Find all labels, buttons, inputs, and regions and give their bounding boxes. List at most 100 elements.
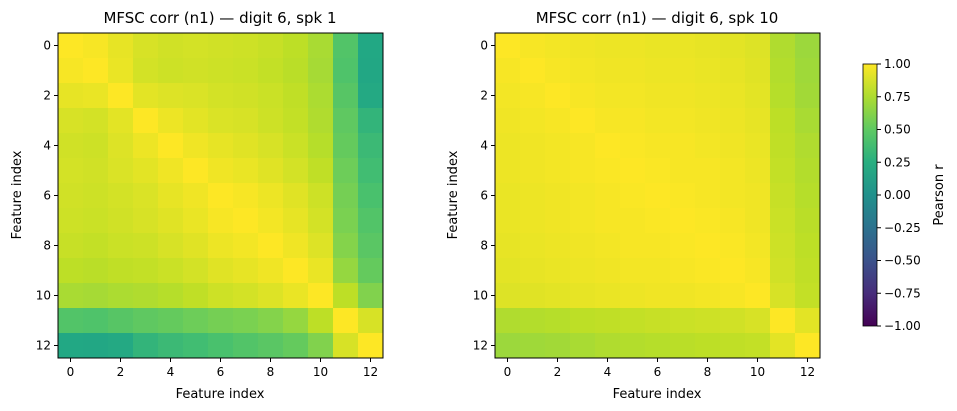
heatmap-cell: [545, 233, 571, 259]
heatmap-cell: [745, 258, 771, 284]
heatmap-cell: [158, 258, 184, 284]
heatmap-cell: [520, 208, 546, 234]
heatmap-cell: [208, 108, 234, 134]
heatmap-cell: [645, 33, 671, 59]
heatmap-cell: [645, 233, 671, 259]
heatmap-cell: [570, 283, 596, 309]
heatmap-cell: [83, 333, 109, 359]
heatmap-cell: [770, 233, 796, 259]
heatmap-cell: [233, 83, 259, 109]
heatmap-cell: [545, 333, 571, 359]
heatmap-cell: [695, 308, 721, 334]
heatmap-cell: [83, 158, 109, 184]
y-tick-label: 2: [480, 89, 488, 103]
heatmap-cell: [520, 333, 546, 359]
heatmap-cell: [183, 283, 209, 309]
heatmap-cell: [333, 208, 359, 234]
heatmap-cell: [645, 283, 671, 309]
heatmap-cell: [258, 83, 284, 109]
heatmap-cell: [283, 258, 309, 284]
y-tick-label: 4: [480, 139, 488, 153]
heatmap-cell: [108, 233, 134, 259]
heatmap-cell: [133, 133, 159, 159]
heatmap-cell: [795, 208, 821, 234]
chart-title-right: MFSC corr (n1) — digit 6, spk 10: [536, 9, 779, 27]
heatmap-cell: [258, 158, 284, 184]
heatmap-cell: [520, 183, 546, 209]
heatmap-cell: [495, 333, 521, 359]
heatmap-cell: [108, 133, 134, 159]
heatmap-cell: [545, 208, 571, 234]
heatmap-cell: [595, 183, 621, 209]
heatmap-cell: [333, 108, 359, 134]
heatmap-cell: [158, 133, 184, 159]
heatmap-cell: [58, 58, 84, 84]
y-tick-label: 2: [43, 89, 51, 103]
heatmap-cell: [645, 133, 671, 159]
heatmap-cell: [720, 183, 746, 209]
heatmap-cell: [695, 258, 721, 284]
heatmap-cell: [158, 108, 184, 134]
heatmap-cell: [545, 183, 571, 209]
heatmap-cell: [83, 283, 109, 309]
heatmap-cell: [333, 258, 359, 284]
heatmap-cell: [595, 158, 621, 184]
colorbar-tick-label: 0.50: [884, 123, 911, 137]
heatmap-cell: [620, 183, 646, 209]
heatmap-cell: [358, 108, 384, 134]
heatmap-cell: [545, 108, 571, 134]
heatmap-cell: [520, 283, 546, 309]
x-tick-label: 10: [313, 365, 328, 379]
heatmap-cell: [645, 333, 671, 359]
heatmap-cell: [183, 133, 209, 159]
heatmap-cell: [233, 208, 259, 234]
heatmap-cell: [795, 108, 821, 134]
colorbar-tick-label: 1.00: [884, 57, 911, 71]
heatmap-cell: [358, 258, 384, 284]
heatmap-cell: [108, 158, 134, 184]
heatmap-cell: [595, 233, 621, 259]
y-tick-label: 4: [43, 139, 51, 153]
y-tick-label: 10: [473, 289, 488, 303]
heatmap-cell: [308, 333, 334, 359]
heatmap-cell: [545, 283, 571, 309]
heatmap-cell: [745, 83, 771, 109]
heatmap-cell: [308, 108, 334, 134]
heatmap-cell: [695, 233, 721, 259]
heatmap-cell: [745, 233, 771, 259]
heatmap-cell: [520, 133, 546, 159]
heatmap-cell: [770, 333, 796, 359]
x-tick-label: 0: [504, 365, 512, 379]
heatmap-cell: [545, 258, 571, 284]
heatmap-cell: [208, 208, 234, 234]
heatmap-cell: [595, 208, 621, 234]
x-tick-label: 4: [604, 365, 612, 379]
heatmap-cell: [520, 233, 546, 259]
heatmap-cell: [495, 83, 521, 109]
x-tick-label: 6: [654, 365, 662, 379]
chart-title-left: MFSC corr (n1) — digit 6, spk 1: [103, 9, 336, 27]
heatmap-cell: [258, 283, 284, 309]
heatmap-cells-left: [58, 33, 384, 359]
heatmap-cell: [283, 283, 309, 309]
heatmap-cell: [58, 33, 84, 59]
heatmap-cell: [695, 333, 721, 359]
heatmap-cell: [108, 108, 134, 134]
heatmap-cell: [620, 283, 646, 309]
heatmap-cell: [595, 333, 621, 359]
heatmap-cell: [133, 183, 159, 209]
heatmap-cell: [183, 258, 209, 284]
heatmap-cell: [595, 33, 621, 59]
heatmap-cell: [595, 108, 621, 134]
heatmap-cell: [233, 108, 259, 134]
heatmap-cell: [670, 133, 696, 159]
heatmap-cell: [158, 183, 184, 209]
y-tick-label: 6: [43, 189, 51, 203]
heatmap-cell: [58, 233, 84, 259]
heatmap-cell: [208, 183, 234, 209]
y-tick-label: 0: [480, 39, 488, 53]
heatmap-cell: [208, 83, 234, 109]
heatmap-cell: [258, 33, 284, 59]
heatmap-panel-left: MFSC corr (n1) — digit 6, spk 1 0 2 4 6 8 10 1…: [10, 9, 384, 402]
heatmap-cell: [770, 83, 796, 109]
